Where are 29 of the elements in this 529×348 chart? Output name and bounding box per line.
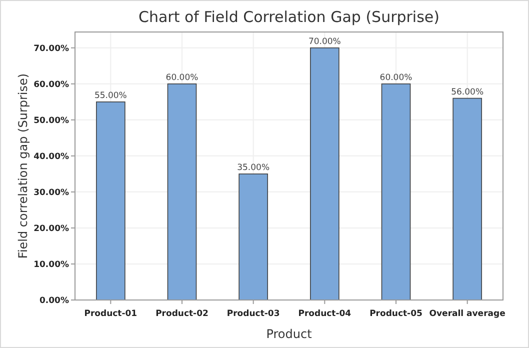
y-tick-label: 70.00% [34, 44, 70, 54]
y-tick-label: 0.00% [40, 296, 70, 306]
y-tick-label: 20.00% [34, 224, 70, 234]
data-label: 60.00% [166, 72, 198, 83]
x-axis-title: Product [266, 327, 312, 341]
x-tick-label: Product-02 [156, 309, 209, 319]
data-label: 56.00% [451, 87, 484, 98]
bar [96, 101, 126, 300]
bar [238, 174, 268, 300]
x-tick-label: Overall average [429, 309, 506, 319]
bar [452, 98, 482, 300]
x-tick-label: Product-05 [370, 309, 423, 319]
data-label: 55.00% [94, 90, 127, 101]
y-tick-label: 60.00% [34, 80, 70, 90]
bar [381, 83, 411, 300]
y-tick-label: 30.00% [34, 188, 70, 198]
data-label: 35.00% [237, 162, 270, 173]
data-label: 70.00% [308, 36, 341, 47]
y-tick-label: 50.00% [34, 116, 70, 126]
y-axis-title: Field correlation gap (Surprise) [16, 73, 30, 259]
x-tick-label: Product-04 [298, 309, 352, 319]
bar [167, 83, 197, 300]
y-tick-label: 10.00% [34, 260, 70, 270]
x-tick-label: Product-03 [226, 309, 280, 319]
x-tick-label: Product-01 [84, 309, 138, 319]
chart-title: Chart of Field Correlation Gap (Surprise) [138, 8, 440, 26]
y-tick-label: 40.00% [34, 152, 70, 162]
data-label: 60.00% [380, 72, 412, 83]
bar [310, 47, 340, 300]
